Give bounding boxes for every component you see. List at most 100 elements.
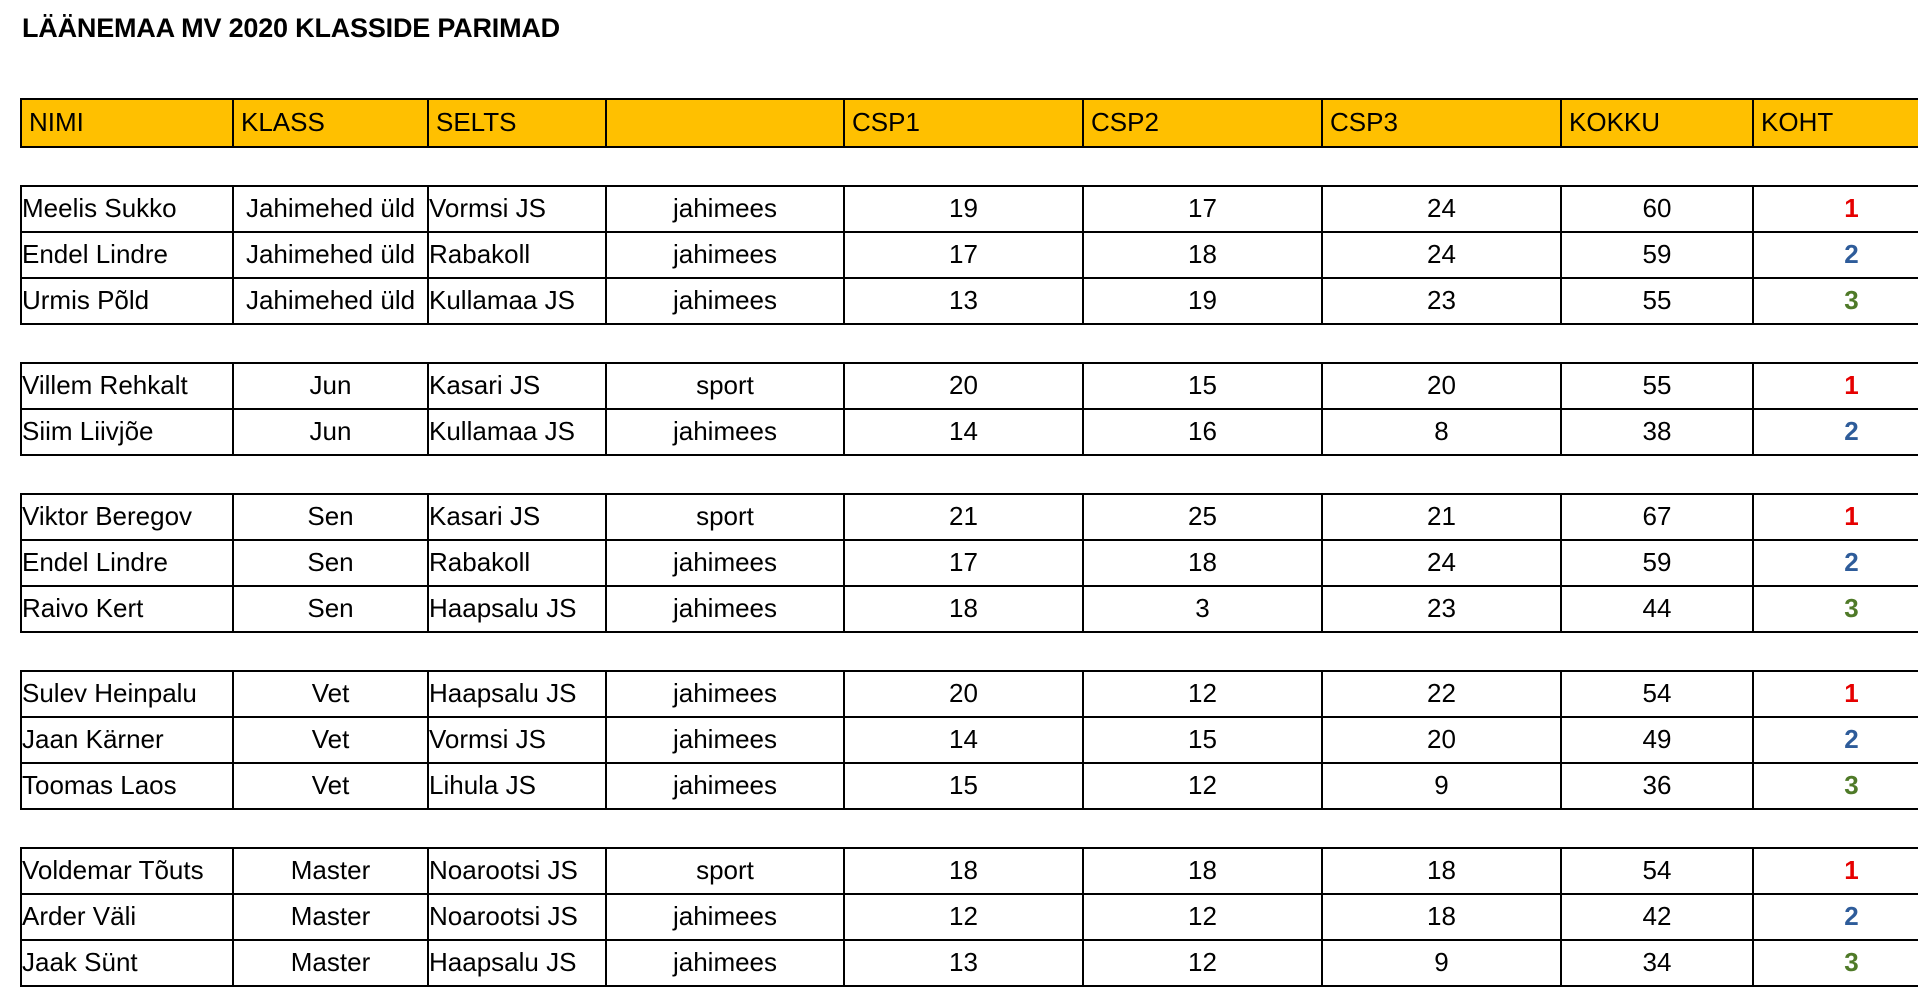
- column-header-koht: KOHT: [1752, 98, 1918, 148]
- cell-nimi: Raivo Kert: [20, 585, 234, 633]
- cell-csp1: 13: [843, 939, 1084, 987]
- rank-value: 2: [1844, 901, 1859, 931]
- cell-kokku: 34: [1560, 939, 1754, 987]
- cell-csp2: 25: [1082, 493, 1323, 541]
- cell-csp2: 18: [1082, 539, 1323, 587]
- rank-value: 2: [1844, 724, 1859, 754]
- cell-selts: Vormsi JS: [427, 185, 607, 233]
- cell-nimi: Endel Lindre: [20, 539, 234, 587]
- cell-csp1: 13: [843, 277, 1084, 325]
- cell-kokku: 55: [1560, 362, 1754, 410]
- cell-nimi: Toomas Laos: [20, 762, 234, 810]
- cell-koht: 2: [1752, 893, 1918, 941]
- table-row: Viktor Beregov Sen Kasari JS sport 21 25 21 67 1: [20, 493, 1918, 541]
- cell-csp1: 21: [843, 493, 1084, 541]
- table-row: Jaan Kärner Vet Vormsi JS jahimees 14 15 20 49 2: [20, 716, 1918, 764]
- cell-csp3: 9: [1321, 939, 1562, 987]
- cell-nimi: Endel Lindre: [20, 231, 234, 279]
- table-row: Siim Liivjõe Jun Kullamaa JS jahimees 14 16 8 3…: [20, 408, 1918, 456]
- cell-csp3: 20: [1321, 716, 1562, 764]
- cell-tyyp: sport: [605, 362, 845, 410]
- group-spacer-cell: [21, 632, 1918, 671]
- group-spacer: [21, 455, 1918, 494]
- cell-klass: Master: [232, 893, 429, 941]
- rank-value: 2: [1844, 239, 1859, 269]
- column-header-klass: KLASS: [232, 98, 429, 148]
- cell-selts: Kullamaa JS: [427, 408, 607, 456]
- cell-csp2: 15: [1082, 716, 1323, 764]
- cell-selts: Rabakoll: [427, 539, 607, 587]
- cell-selts: Rabakoll: [427, 231, 607, 279]
- cell-csp2: 16: [1082, 408, 1323, 456]
- cell-kokku: 55: [1560, 277, 1754, 325]
- cell-nimi: Urmis Põld: [20, 277, 234, 325]
- cell-koht: 3: [1752, 585, 1918, 633]
- cell-csp1: 17: [843, 231, 1084, 279]
- group-spacer: [21, 632, 1918, 671]
- column-header-tyyp: [605, 98, 845, 148]
- cell-selts: Haapsalu JS: [427, 585, 607, 633]
- cell-selts: Haapsalu JS: [427, 670, 607, 718]
- column-header-nimi: NIMI: [20, 98, 234, 148]
- cell-selts: Noarootsi JS: [427, 893, 607, 941]
- cell-klass: Sen: [232, 493, 429, 541]
- cell-koht: 3: [1752, 277, 1918, 325]
- cell-klass: Vet: [232, 716, 429, 764]
- table-row: Toomas Laos Vet Lihula JS jahimees 15 12 9 36 3: [20, 762, 1918, 810]
- cell-csp1: 18: [843, 847, 1084, 895]
- group-spacer: [21, 147, 1918, 186]
- cell-tyyp: jahimees: [605, 716, 845, 764]
- cell-csp3: 24: [1321, 231, 1562, 279]
- cell-kokku: 67: [1560, 493, 1754, 541]
- cell-koht: 3: [1752, 939, 1918, 987]
- rank-value: 1: [1844, 370, 1859, 400]
- cell-csp3: 23: [1321, 585, 1562, 633]
- rank-value: 3: [1844, 947, 1859, 977]
- rank-value: 1: [1844, 193, 1859, 223]
- rank-value: 2: [1844, 416, 1859, 446]
- rank-value: 3: [1844, 285, 1859, 315]
- results-table: NIMI KLASS SELTS CSP1 CSP2 CSP3 KOKKU KOHT Meeli…: [20, 98, 1918, 987]
- cell-csp1: 20: [843, 362, 1084, 410]
- cell-csp3: 9: [1321, 762, 1562, 810]
- rank-value: 3: [1844, 593, 1859, 623]
- results-table-container: NIMI KLASS SELTS CSP1 CSP2 CSP3 KOKKU KOHT Meeli…: [20, 98, 1918, 987]
- cell-csp1: 20: [843, 670, 1084, 718]
- cell-klass: Sen: [232, 539, 429, 587]
- cell-koht: 2: [1752, 231, 1918, 279]
- cell-csp1: 17: [843, 539, 1084, 587]
- cell-kokku: 49: [1560, 716, 1754, 764]
- cell-csp2: 12: [1082, 670, 1323, 718]
- results-table-body: NIMI KLASS SELTS CSP1 CSP2 CSP3 KOKKU KOHT Meeli…: [20, 98, 1918, 987]
- cell-tyyp: jahimees: [605, 408, 845, 456]
- cell-kokku: 36: [1560, 762, 1754, 810]
- cell-csp2: 15: [1082, 362, 1323, 410]
- cell-csp3: 18: [1321, 847, 1562, 895]
- cell-koht: 2: [1752, 716, 1918, 764]
- page-title: LÄÄNEMAA MV 2020 KLASSIDE PARIMAD: [22, 13, 560, 43]
- cell-tyyp: sport: [605, 847, 845, 895]
- cell-koht: 3: [1752, 762, 1918, 810]
- cell-selts: Noarootsi JS: [427, 847, 607, 895]
- cell-klass: Master: [232, 939, 429, 987]
- cell-klass: Vet: [232, 762, 429, 810]
- cell-csp1: 14: [843, 716, 1084, 764]
- cell-selts: Kasari JS: [427, 493, 607, 541]
- cell-selts: Kullamaa JS: [427, 277, 607, 325]
- rank-value: 1: [1844, 678, 1859, 708]
- group-spacer-cell: [21, 324, 1918, 363]
- cell-selts: Kasari JS: [427, 362, 607, 410]
- cell-nimi: Jaak Sünt: [20, 939, 234, 987]
- cell-csp3: 24: [1321, 539, 1562, 587]
- cell-csp1: 15: [843, 762, 1084, 810]
- table-row: Villem Rehkalt Jun Kasari JS sport 20 15 20 55 1: [20, 362, 1918, 410]
- group-spacer-cell: [21, 809, 1918, 848]
- cell-koht: 1: [1752, 670, 1918, 718]
- cell-csp3: 18: [1321, 893, 1562, 941]
- cell-koht: 1: [1752, 493, 1918, 541]
- cell-csp2: 3: [1082, 585, 1323, 633]
- cell-nimi: Arder Väli: [20, 893, 234, 941]
- cell-selts: Lihula JS: [427, 762, 607, 810]
- cell-nimi: Villem Rehkalt: [20, 362, 234, 410]
- cell-tyyp: jahimees: [605, 277, 845, 325]
